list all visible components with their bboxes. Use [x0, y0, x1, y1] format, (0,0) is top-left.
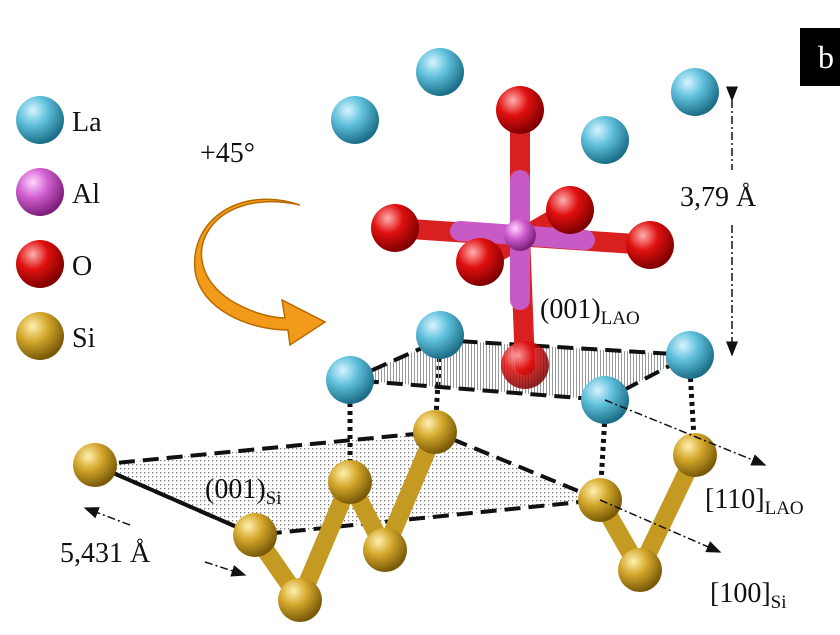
plane-si-sub: Si — [266, 488, 282, 509]
legend-label: O — [72, 251, 92, 282]
legend-label: Al — [72, 179, 100, 210]
legend-label: La — [72, 107, 102, 138]
direction-lao-sub: LAO — [765, 498, 804, 519]
alo-atoms — [371, 86, 674, 389]
direction-si-label: [100]Si — [710, 578, 787, 613]
legend-sphere — [16, 312, 64, 360]
plane-lao-label: (001)LAO — [540, 294, 640, 329]
rotation-label: +45° — [200, 138, 255, 169]
direction-si-main: [100] — [710, 578, 771, 609]
legend-sphere — [16, 240, 64, 288]
lattice-si: 5,431 Å — [60, 538, 151, 569]
plane-lao-sub: LAO — [601, 308, 640, 329]
legend-sphere — [16, 168, 64, 216]
plane-si-main: (001) — [205, 474, 266, 505]
legend: La Al O Si — [16, 96, 102, 360]
rotation-arrow — [195, 199, 325, 345]
lattice-lao: 3,79 Å — [680, 182, 757, 213]
legend-label: Si — [72, 323, 96, 354]
direction-lao-main: [110] — [705, 484, 765, 515]
legend-sphere — [16, 96, 64, 144]
plane-lao-main: (001) — [540, 294, 601, 325]
diagram: b La Al O Si +45° 3,79 Å 5,431 Å (0 — [0, 0, 840, 635]
direction-lao-label: [110]LAO — [705, 484, 804, 519]
direction-si-sub: Si — [771, 592, 787, 613]
panel-label: b — [818, 39, 834, 75]
